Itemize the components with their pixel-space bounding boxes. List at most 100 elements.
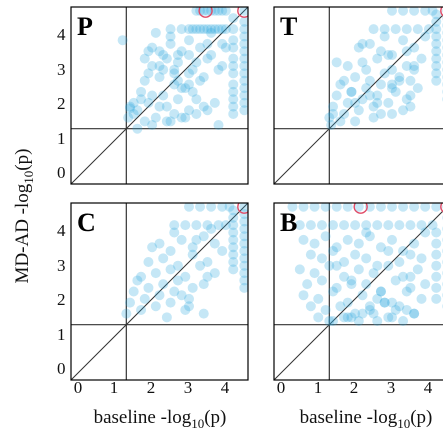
data-point [206, 49, 217, 60]
data-point [372, 316, 383, 326]
data-point [309, 268, 320, 279]
data-point [420, 7, 431, 16]
highlighted-point [353, 203, 368, 214]
data-point [239, 253, 248, 264]
scatter-panel-c: C [70, 202, 249, 381]
data-point [172, 275, 183, 286]
x-tick-label: 3 [184, 378, 193, 397]
data-point [405, 271, 416, 282]
data-point [398, 105, 409, 116]
panel-label: P [77, 12, 93, 41]
data-point [161, 53, 172, 64]
data-point [324, 316, 335, 326]
data-point [387, 234, 397, 245]
data-point [364, 75, 375, 86]
data-point [361, 253, 372, 264]
x-tick-label: 4 [424, 378, 433, 397]
data-point [125, 103, 135, 114]
data-point [379, 297, 390, 308]
data-point [139, 293, 150, 304]
data-point [387, 64, 397, 75]
data-point [320, 231, 331, 242]
data-point [298, 203, 309, 212]
data-point [184, 293, 194, 304]
data-point [206, 223, 217, 234]
data-point [154, 290, 165, 301]
data-point [368, 24, 379, 35]
data-point [401, 286, 412, 297]
diagonal-line [71, 7, 248, 184]
data-point [165, 116, 176, 127]
plot-area [71, 7, 248, 184]
data-point [209, 268, 220, 279]
data-point [176, 290, 187, 301]
data-point [353, 316, 364, 326]
x-axis-label-right: baseline -log10(p) [300, 407, 433, 431]
data-point [198, 72, 209, 83]
data-point [372, 97, 383, 108]
data-point [387, 79, 397, 90]
data-point [147, 242, 158, 253]
data-point [331, 90, 342, 101]
data-point [169, 220, 180, 231]
data-point [353, 42, 364, 53]
data-point [379, 297, 390, 308]
data-point [195, 203, 206, 212]
data-point [375, 286, 386, 297]
data-point [423, 24, 434, 35]
data-point [147, 90, 158, 101]
data-point [239, 209, 248, 220]
data-point [154, 46, 165, 57]
data-point [339, 75, 350, 86]
data-point [401, 24, 412, 35]
data-point [346, 86, 357, 97]
data-point [239, 245, 248, 256]
data-point [320, 304, 331, 315]
data-point [176, 24, 187, 35]
data-point [136, 94, 147, 105]
data-point [387, 49, 397, 60]
data-point [420, 227, 431, 238]
data-point [383, 220, 394, 231]
data-point [128, 108, 139, 119]
data-point [375, 46, 386, 57]
data-point [368, 268, 379, 279]
data-point [342, 297, 353, 308]
data-point [143, 97, 154, 108]
data-point [331, 242, 342, 253]
data-point [350, 72, 361, 83]
data-point [375, 286, 386, 297]
data-point [121, 308, 132, 319]
data-point [372, 90, 383, 101]
data-point [409, 203, 420, 212]
data-point [125, 101, 135, 112]
data-point [228, 79, 239, 90]
data-point [176, 83, 187, 94]
data-point [180, 304, 191, 315]
data-point [206, 7, 217, 16]
data-point [302, 279, 313, 290]
data-point [132, 275, 143, 286]
data-point [191, 220, 202, 231]
data-point [316, 253, 327, 264]
data-point [150, 301, 161, 312]
data-point [217, 203, 228, 212]
data-point [150, 112, 161, 123]
data-point [158, 64, 169, 75]
data-point [298, 290, 309, 301]
data-point [228, 86, 239, 97]
data-point [331, 57, 342, 68]
data-point [431, 203, 442, 212]
data-point [316, 275, 327, 286]
data-point [195, 260, 206, 271]
data-point [202, 257, 213, 267]
data-point [316, 220, 327, 231]
data-point [431, 238, 442, 249]
data-point [361, 279, 372, 290]
diagonal-line [71, 203, 248, 380]
x-tick-label: 3 [387, 378, 396, 397]
highlighted-point [198, 7, 213, 18]
data-point [405, 249, 416, 260]
y-tick-label: 3 [57, 256, 66, 275]
data-point [172, 260, 183, 271]
